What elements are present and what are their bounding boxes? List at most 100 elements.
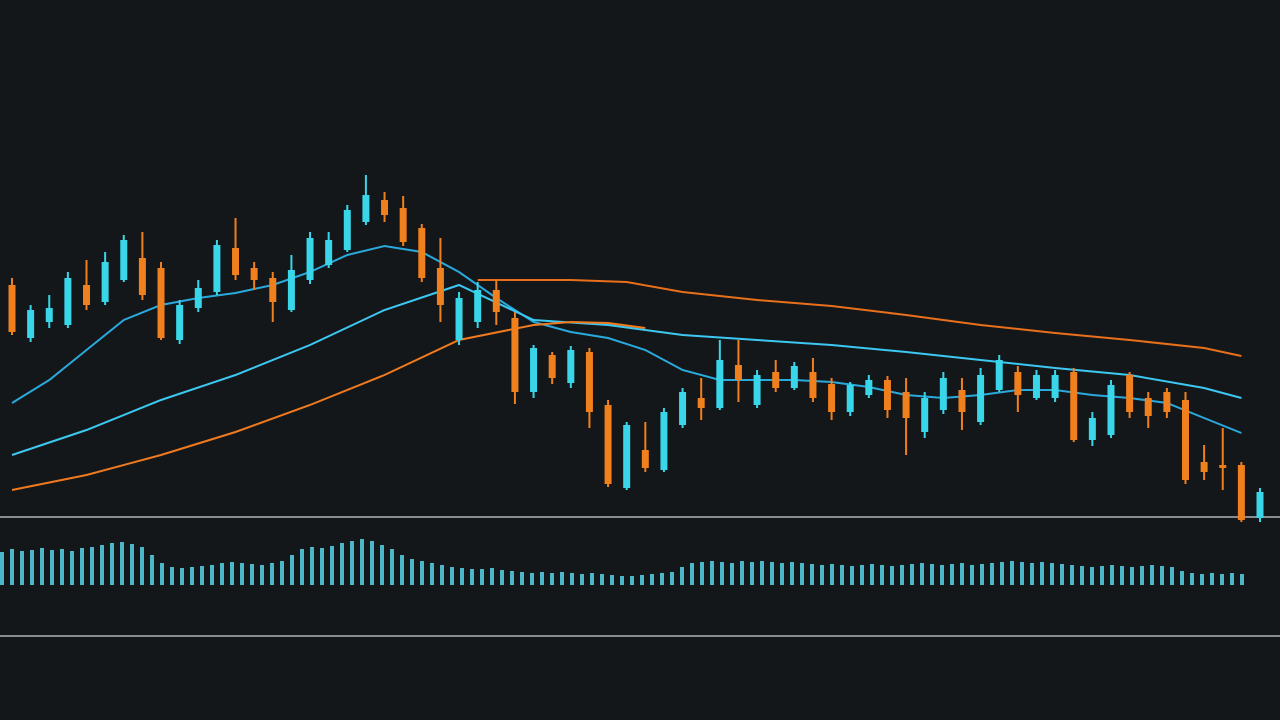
candle-body [716, 360, 724, 408]
oscillator-bar [80, 548, 84, 585]
oscillator-bar [90, 547, 94, 585]
oscillator-bar [150, 555, 154, 585]
oscillator-bar [180, 568, 184, 585]
oscillator-bar [560, 572, 564, 585]
candle-body [846, 385, 854, 412]
candle-body [660, 412, 668, 470]
oscillator-bar [620, 576, 624, 585]
candle-body [1181, 400, 1189, 480]
candle-body [753, 375, 761, 405]
oscillator-bar [930, 564, 934, 585]
oscillator-bar [170, 567, 174, 585]
oscillator-bar [1090, 567, 1094, 585]
oscillator-bar [1180, 571, 1184, 585]
candle-body [939, 378, 947, 410]
oscillator-bar [900, 565, 904, 585]
oscillator-bar [670, 572, 674, 585]
oscillator-bar [420, 561, 424, 585]
oscillator-bar [30, 550, 34, 585]
candle-body [64, 278, 72, 325]
candle-body [1088, 418, 1096, 440]
oscillator-bar [1030, 563, 1034, 585]
oscillator-bar [370, 541, 374, 585]
candle-body [176, 305, 184, 340]
candle-body [1163, 392, 1171, 412]
candle-body [1107, 385, 1115, 435]
candle-body [1219, 465, 1227, 468]
candle-body [977, 375, 985, 422]
oscillator-bar [490, 568, 494, 585]
candle-body [511, 318, 519, 392]
oscillator-bar [320, 548, 324, 585]
oscillator-bar [360, 539, 364, 585]
oscillator-bar [250, 564, 254, 585]
oscillator-bar [260, 565, 264, 585]
candle-body [548, 355, 556, 378]
oscillator-bar [1110, 565, 1114, 585]
oscillator-bar [660, 573, 664, 585]
oscillator-bar [20, 551, 24, 585]
oscillator-bar [1240, 574, 1244, 585]
candle-body [45, 308, 53, 322]
candle-body [585, 352, 593, 412]
candle-body [343, 210, 351, 250]
oscillator-bar [330, 546, 334, 585]
candle-body [921, 398, 929, 432]
oscillator-bar [110, 543, 114, 585]
candle-body [1032, 375, 1040, 398]
oscillator-bar [920, 563, 924, 585]
candle-body [194, 288, 202, 308]
candle-body [1144, 398, 1152, 416]
oscillator-bar [850, 566, 854, 585]
oscillator-bar [40, 548, 44, 585]
candle-body [1014, 372, 1022, 395]
oscillator-bar [1070, 565, 1074, 585]
candle-body [1237, 465, 1245, 520]
oscillator-bar [70, 551, 74, 585]
candle-body [83, 285, 91, 305]
candle-body [250, 268, 258, 280]
candle-body [995, 360, 1003, 390]
oscillator-bar [1080, 566, 1084, 585]
oscillator-bar [940, 565, 944, 585]
oscillator-bar [810, 564, 814, 585]
candle-body [1200, 462, 1208, 472]
oscillator-bar [950, 564, 954, 585]
oscillator-bar [510, 571, 514, 585]
oscillator-bar [700, 562, 704, 585]
candle-body [120, 240, 128, 280]
candle-body [679, 392, 687, 425]
oscillator-bar [650, 574, 654, 585]
oscillator-bar [1010, 561, 1014, 585]
candle-body [381, 200, 389, 215]
oscillator-bar [640, 575, 644, 585]
oscillator-bar [1130, 567, 1134, 585]
candle-body [27, 310, 35, 338]
oscillator-bar [10, 549, 14, 585]
candle-body [8, 285, 16, 332]
oscillator-bar [240, 563, 244, 585]
oscillator-bar [790, 562, 794, 585]
oscillator-bar [590, 573, 594, 585]
oscillator-bar [720, 562, 724, 585]
oscillator-bar [600, 574, 604, 585]
oscillator-bar [760, 561, 764, 585]
oscillator-bar [1050, 563, 1054, 585]
candle-body [530, 348, 538, 392]
moving-average-line [11, 283, 1242, 456]
candle-body [213, 245, 221, 292]
oscillator-bar [1170, 567, 1174, 585]
candle-body [772, 372, 780, 388]
oscillator-bar [960, 563, 964, 585]
oscillator-bar [400, 555, 404, 585]
oscillator-bar [500, 570, 504, 585]
oscillator-bar [1150, 565, 1154, 585]
oscillator-bar [630, 576, 634, 585]
oscillator-bar [310, 547, 314, 585]
oscillator-bar [300, 549, 304, 585]
oscillator-bar [610, 575, 614, 585]
oscillator-bar [1140, 566, 1144, 585]
oscillator-bar [410, 559, 414, 585]
candle-body [790, 366, 798, 388]
